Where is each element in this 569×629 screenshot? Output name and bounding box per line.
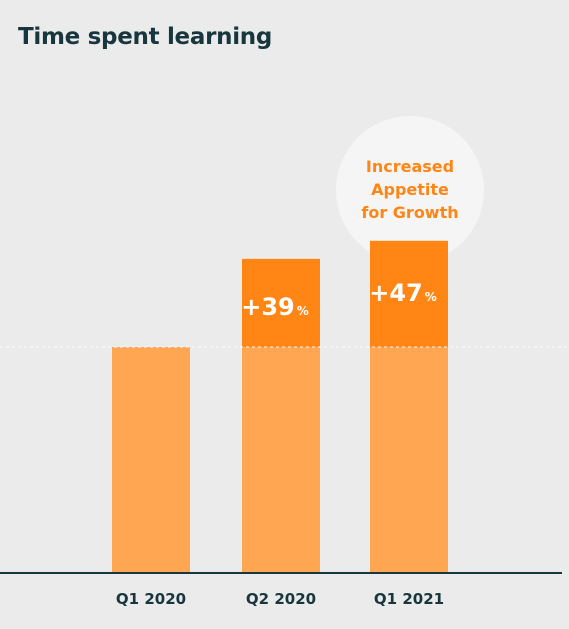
growth-label: +47%	[369, 279, 437, 307]
chart-title: Time spent learning	[18, 24, 273, 50]
bar-base	[112, 347, 190, 573]
bar-base	[370, 347, 448, 573]
bar-growth	[242, 258, 320, 347]
bar-growth	[370, 240, 448, 347]
x-tick-label: Q1 2020	[116, 590, 186, 608]
bar-base	[242, 347, 320, 573]
growth-label: +39%	[241, 293, 309, 321]
x-tick-label: Q2 2020	[246, 590, 316, 608]
annotation-line: for Growth	[361, 203, 458, 222]
annotation-line: Appetite	[371, 180, 449, 199]
annotation-line: Increased	[366, 157, 454, 176]
x-tick-label: Q1 2021	[374, 590, 444, 608]
annotation-circle	[336, 116, 484, 264]
